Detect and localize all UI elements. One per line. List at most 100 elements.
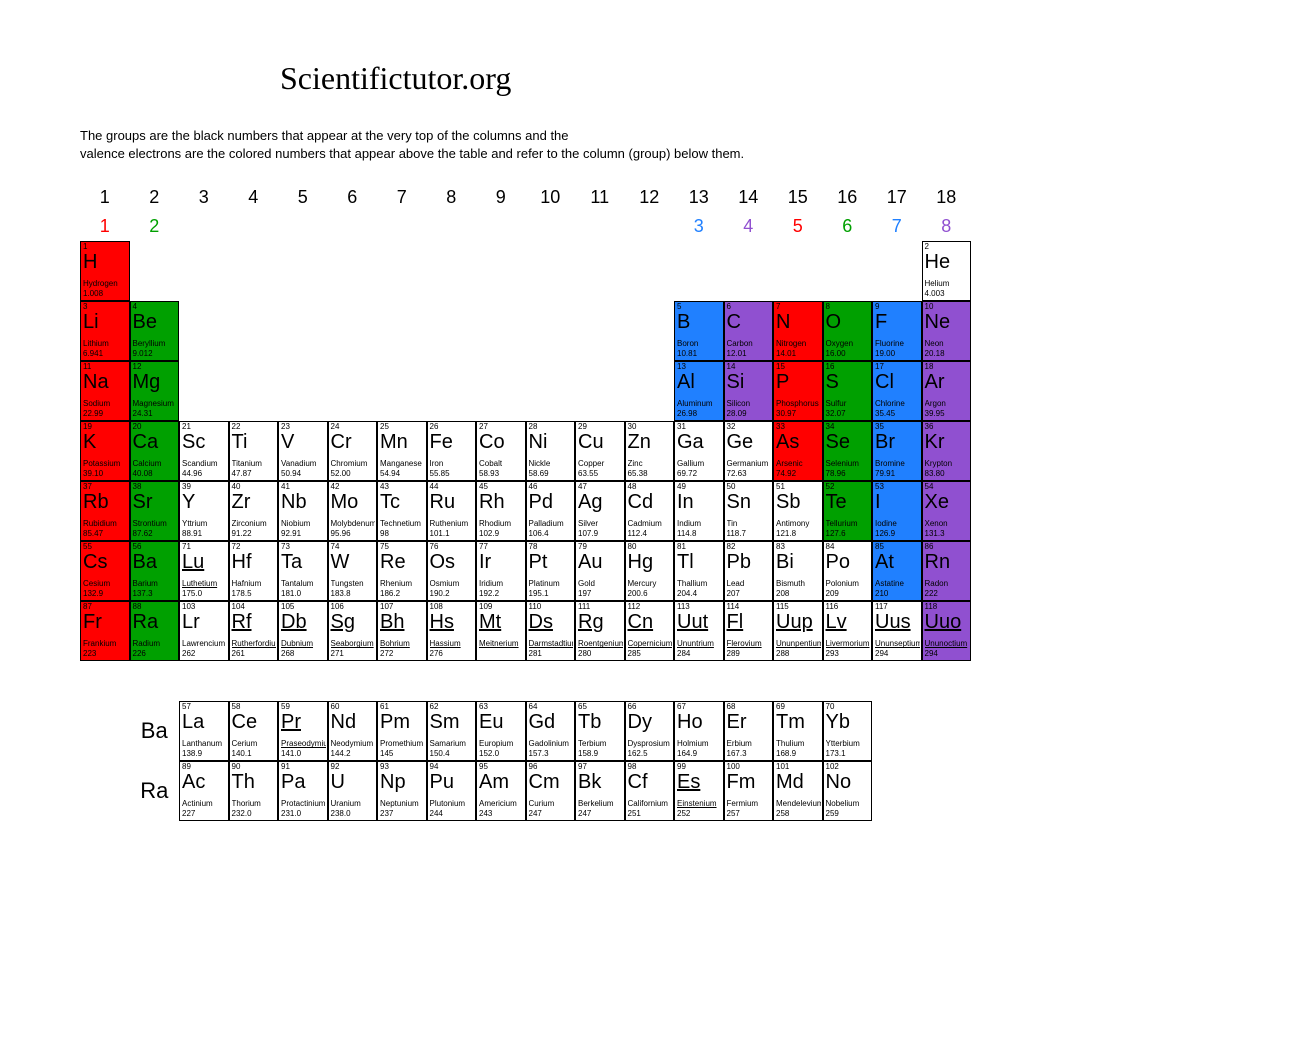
element-symbol: Mn xyxy=(380,432,408,452)
atomic-mass: 47.87 xyxy=(232,470,252,478)
element-cell: 41NbNiobium92.91 xyxy=(278,481,328,541)
element-name: Rhodium xyxy=(479,520,524,528)
element-name: Sulfur xyxy=(826,400,871,408)
element-symbol: Tc xyxy=(380,492,400,512)
element-name: Ununseptium xyxy=(875,640,920,648)
valence-number xyxy=(575,212,625,241)
atomic-number: 78 xyxy=(529,543,538,551)
atomic-number: 41 xyxy=(281,483,290,491)
element-cell: 75ReRhenium186.2 xyxy=(377,541,427,601)
valence-number xyxy=(229,212,279,241)
element-cell: 85AtAstatine210 xyxy=(872,541,922,601)
group-number: 7 xyxy=(377,183,427,212)
empty-cell xyxy=(377,241,427,301)
element-symbol: Rn xyxy=(925,552,951,572)
element-name: Antimony xyxy=(776,520,821,528)
element-symbol: Fr xyxy=(83,612,102,632)
element-cell: 23VVanadium50.94 xyxy=(278,421,328,481)
atomic-number: 75 xyxy=(380,543,389,551)
element-cell: 64GdGadolinium157.3 xyxy=(526,701,576,761)
element-symbol: Cr xyxy=(331,432,352,452)
atomic-number: 113 xyxy=(677,603,690,611)
element-name: Cesium xyxy=(83,580,128,588)
atomic-mass: 79.91 xyxy=(875,470,895,478)
atomic-mass: 32.07 xyxy=(826,410,846,418)
valence-number xyxy=(427,212,477,241)
atomic-mass: 137.3 xyxy=(133,590,153,598)
element-cell: 35BrBromine79.91 xyxy=(872,421,922,481)
element-name: Zirconium xyxy=(232,520,277,528)
element-cell: 55CsCesium132.9 xyxy=(80,541,130,601)
atomic-mass: 285 xyxy=(628,650,641,658)
atomic-number: 22 xyxy=(232,423,241,431)
element-symbol: Lv xyxy=(826,612,847,632)
atomic-number: 60 xyxy=(331,703,340,711)
element-symbol: Bh xyxy=(380,612,404,632)
element-symbol: Cu xyxy=(578,432,604,452)
atomic-mass: 271 xyxy=(331,650,344,658)
atomic-mass: 204.4 xyxy=(677,590,697,598)
element-symbol: Hg xyxy=(628,552,654,572)
atomic-number: 1 xyxy=(83,243,87,251)
empty-cell xyxy=(179,241,229,301)
atomic-mass: 251 xyxy=(628,810,641,818)
element-symbol: Hs xyxy=(430,612,454,632)
atomic-number: 100 xyxy=(727,763,740,771)
atomic-mass: 262 xyxy=(182,650,195,658)
atomic-mass: 65.38 xyxy=(628,470,648,478)
element-cell: 47AgSilver107.9 xyxy=(575,481,625,541)
element-symbol: Au xyxy=(578,552,602,572)
atomic-number: 70 xyxy=(826,703,835,711)
element-symbol: Ac xyxy=(182,772,205,792)
element-cell: 45RhRhodium102.9 xyxy=(476,481,526,541)
atomic-mass: 207 xyxy=(727,590,740,598)
group-number: 1 xyxy=(80,183,130,212)
atomic-mass: 173.1 xyxy=(826,750,846,758)
atomic-mass: 39.95 xyxy=(925,410,945,418)
element-symbol: Uus xyxy=(875,612,911,632)
element-name: Rubidium xyxy=(83,520,128,528)
element-name: Sodium xyxy=(83,400,128,408)
element-cell: 63EuEuropium152.0 xyxy=(476,701,526,761)
empty-cell xyxy=(229,301,279,361)
atomic-number: 81 xyxy=(677,543,686,551)
element-name: Tantalum xyxy=(281,580,326,588)
atomic-number: 9 xyxy=(875,303,879,311)
element-cell: 70YbYtterbium173.1 xyxy=(823,701,873,761)
element-symbol: Se xyxy=(826,432,850,452)
element-symbol: Li xyxy=(83,312,99,332)
atomic-mass: 157.3 xyxy=(529,750,549,758)
valence-number: 2 xyxy=(130,212,180,241)
empty-cell xyxy=(476,361,526,421)
element-cell: 69TmThulium168.9 xyxy=(773,701,823,761)
atomic-mass: 280 xyxy=(578,650,591,658)
atomic-mass: 261 xyxy=(232,650,245,658)
element-cell: 27CoCobalt58.93 xyxy=(476,421,526,481)
atomic-number: 13 xyxy=(677,363,686,371)
element-symbol: Ca xyxy=(133,432,159,452)
atomic-mass: 4.003 xyxy=(925,290,945,298)
element-cell: 78PtPlatinum195.1 xyxy=(526,541,576,601)
element-cell: 18ArArgon39.95 xyxy=(922,361,972,421)
element-name: Calcium xyxy=(133,460,178,468)
atomic-mass: 231.0 xyxy=(281,810,301,818)
atomic-mass: 244 xyxy=(430,810,443,818)
empty-cell xyxy=(674,241,724,301)
element-symbol: Ga xyxy=(677,432,704,452)
atomic-number: 111 xyxy=(578,603,590,611)
element-cell: 4BeBeryllium9.012 xyxy=(130,301,180,361)
atomic-mass: 50.94 xyxy=(281,470,301,478)
element-cell: 117UusUnunseptium294 xyxy=(872,601,922,661)
atomic-number: 16 xyxy=(826,363,835,371)
element-symbol: Rb xyxy=(83,492,109,512)
element-cell: 83BiBismuth208 xyxy=(773,541,823,601)
element-cell: 72HfHafnium178.5 xyxy=(229,541,279,601)
valence-number: 6 xyxy=(823,212,873,241)
atomic-mass: 175.0 xyxy=(182,590,202,598)
element-cell: 81TlThallium204.4 xyxy=(674,541,724,601)
atomic-number: 33 xyxy=(776,423,785,431)
atomic-mass: 268 xyxy=(281,650,294,658)
atomic-number: 64 xyxy=(529,703,538,711)
atomic-mass: 183.8 xyxy=(331,590,351,598)
atomic-mass: 30.97 xyxy=(776,410,796,418)
